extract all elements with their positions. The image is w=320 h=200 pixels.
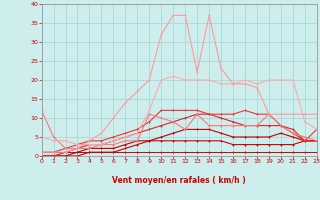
X-axis label: Vent moyen/en rafales ( km/h ): Vent moyen/en rafales ( km/h )	[112, 176, 246, 185]
